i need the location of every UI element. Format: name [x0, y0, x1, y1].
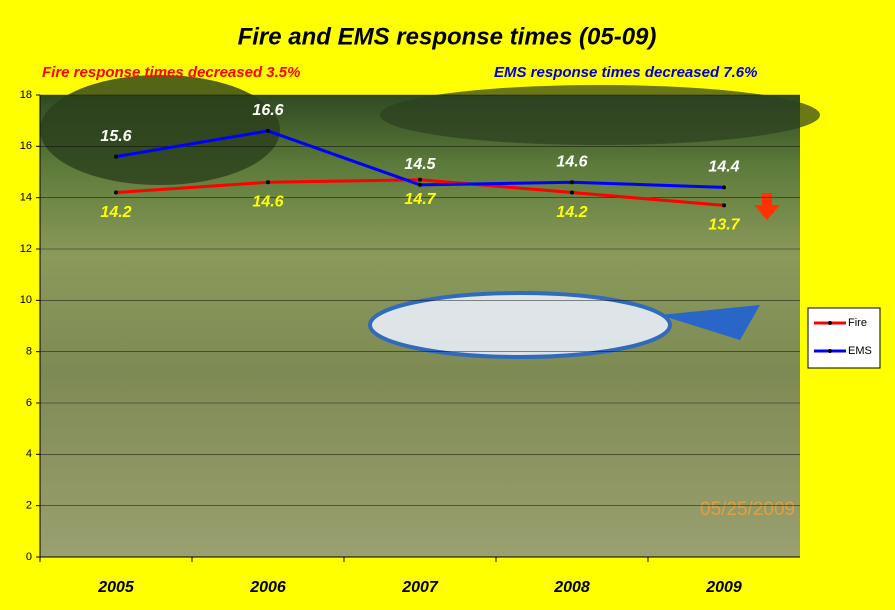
data-label: 14.7 [404, 191, 436, 208]
data-point [722, 203, 726, 208]
data-point [114, 190, 118, 195]
data-point [722, 185, 726, 190]
data-label: 16.6 [252, 102, 283, 119]
data-label: 14.4 [708, 159, 739, 176]
y-tick-label: 4 [26, 448, 32, 460]
data-label: 14.6 [556, 153, 587, 170]
photo-tree [40, 75, 280, 185]
x-tick-label: 2005 [97, 579, 135, 596]
photo-timestamp: 05/25/2009 [700, 499, 795, 520]
x-tick-label: 2007 [401, 579, 439, 596]
photo-helicopter-tail [660, 305, 760, 340]
data-label: 14.2 [100, 204, 131, 221]
y-tick-label: 16 [20, 140, 32, 152]
x-tick-label: 2008 [553, 579, 590, 596]
legend [807, 307, 881, 369]
data-point [418, 182, 422, 187]
legend-marker [828, 349, 832, 353]
y-tick-label: 0 [26, 551, 32, 563]
data-point [418, 177, 422, 182]
data-point [570, 180, 574, 185]
x-tick-label: 2006 [249, 579, 286, 596]
subtitle: Fire response times decreased 3.5% [42, 64, 300, 81]
photo-helicopter [368, 291, 672, 359]
y-tick-label: 14 [20, 192, 32, 204]
y-tick-label: 2 [26, 500, 32, 512]
data-point [114, 154, 118, 159]
y-tick-label: 18 [20, 89, 32, 101]
data-point [266, 128, 270, 133]
legend-marker [828, 321, 832, 325]
y-tick-label: 8 [26, 346, 32, 358]
legend-label: Fire [848, 317, 867, 329]
data-label: 14.2 [556, 204, 587, 221]
data-label: 14.6 [252, 193, 283, 210]
data-label: 15.6 [100, 128, 131, 145]
x-tick-label: 2009 [705, 579, 742, 596]
legend-label: EMS [848, 345, 872, 357]
subtitle: EMS response times decreased 7.6% [494, 64, 757, 81]
data-label: 14.5 [404, 156, 436, 173]
down-arrow [754, 193, 780, 220]
y-tick-label: 6 [26, 397, 32, 409]
data-point [266, 180, 270, 185]
data-label: 13.7 [708, 217, 740, 234]
y-tick-label: 10 [20, 294, 32, 306]
data-point [570, 190, 574, 195]
y-tick-label: 12 [20, 243, 32, 255]
photo-trees [380, 85, 820, 145]
chart-title: Fire and EMS response times (05-09) [238, 23, 657, 50]
